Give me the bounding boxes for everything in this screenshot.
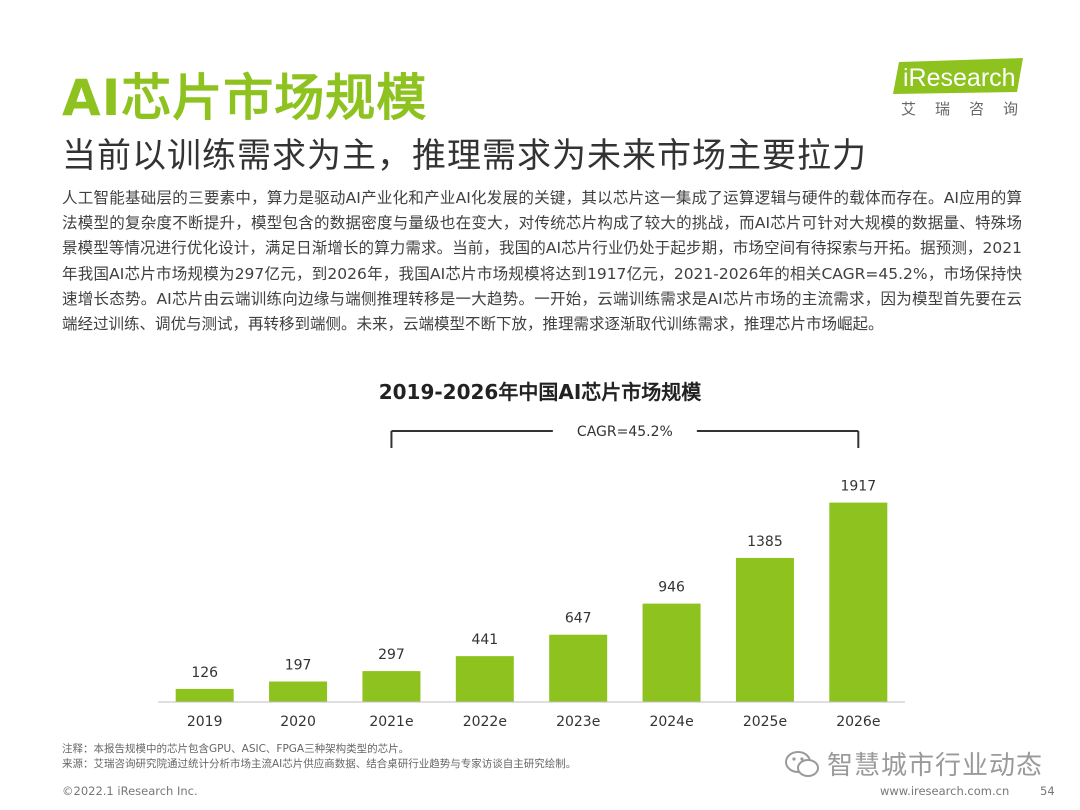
value-label-2026e: 1917 [840, 479, 876, 495]
cagr-annotation: CAGR=45.2% [390, 424, 860, 448]
logo-brand: iResearch [903, 64, 1016, 92]
chart-title: 2019-2026年中国AI芯片市场规模 [378, 380, 702, 404]
category-label-2021e: 2021e [369, 714, 413, 730]
category-label-2024e: 2024e [649, 714, 693, 730]
logo-subtext: 艾瑞咨询 [901, 100, 1038, 118]
category-label-2019: 2019 [187, 714, 223, 730]
value-label-2021e: 297 [378, 647, 405, 663]
iresearch-logo-mark: iResearch [893, 58, 1023, 94]
watermark: 智慧城市行业动态 [783, 745, 1043, 782]
bar-2021e [362, 671, 421, 702]
value-label-2023e: 647 [565, 611, 592, 627]
footer-url[interactable]: www.iresearch.com.cn [880, 784, 1010, 798]
page-subtitle: 当前以训练需求为主，推理需求为未来市场主要拉力 [62, 136, 867, 176]
iresearch-logo: iResearch 艾瑞咨询 [893, 56, 1023, 122]
value-label-2024e: 946 [658, 580, 685, 596]
category-label-2023e: 2023e [556, 714, 600, 730]
footer-copyright: ©2022.1 iResearch Inc. [62, 784, 198, 798]
category-label-2025e: 2025e [743, 714, 787, 730]
value-label-2019: 126 [191, 665, 218, 681]
bar-2022e [455, 656, 514, 702]
bar-2025e [735, 557, 794, 702]
value-label-2025e: 1385 [747, 534, 783, 550]
bar-chart: CAGR=45.2% 126 2019 197 2020 297 2021e 441 2022… [158, 424, 905, 730]
bar-2023e [549, 634, 608, 702]
source-text: 来源：艾瑞咨询研究院通过统计分析市场主流AI芯片供应商数据、结合桌研行业趋势与专… [62, 758, 577, 770]
value-label-2020: 197 [285, 658, 312, 674]
body-paragraph: 人工智能基础层的三要素中，算力是驱动AI产业化和产业AI化发展的关键，其以芯片这… [62, 189, 1022, 334]
bar-2024e [642, 603, 701, 702]
watermark-text: 智慧城市行业动态 [827, 751, 1044, 781]
page-title: AI芯片市场规模 [62, 69, 428, 127]
bar-2020 [269, 681, 328, 702]
category-label-2022e: 2022e [463, 714, 507, 730]
value-label-2022e: 441 [471, 632, 498, 648]
wechat-icon [785, 750, 819, 777]
note-text: 注释：本报告规模中的芯片包含GPU、ASIC、FPGA三种架构类型的芯片。 [62, 743, 410, 755]
page-number: 54 [1040, 784, 1055, 798]
cagr-label: CAGR=45.2% [577, 424, 673, 440]
bar-2026e [829, 502, 888, 702]
category-label-2020: 2020 [280, 714, 316, 730]
footnotes: 注释：本报告规模中的芯片包含GPU、ASIC、FPGA三种架构类型的芯片。 来源… [62, 742, 576, 772]
bar-2019 [175, 688, 234, 702]
category-label-2026e: 2026e [836, 714, 880, 730]
